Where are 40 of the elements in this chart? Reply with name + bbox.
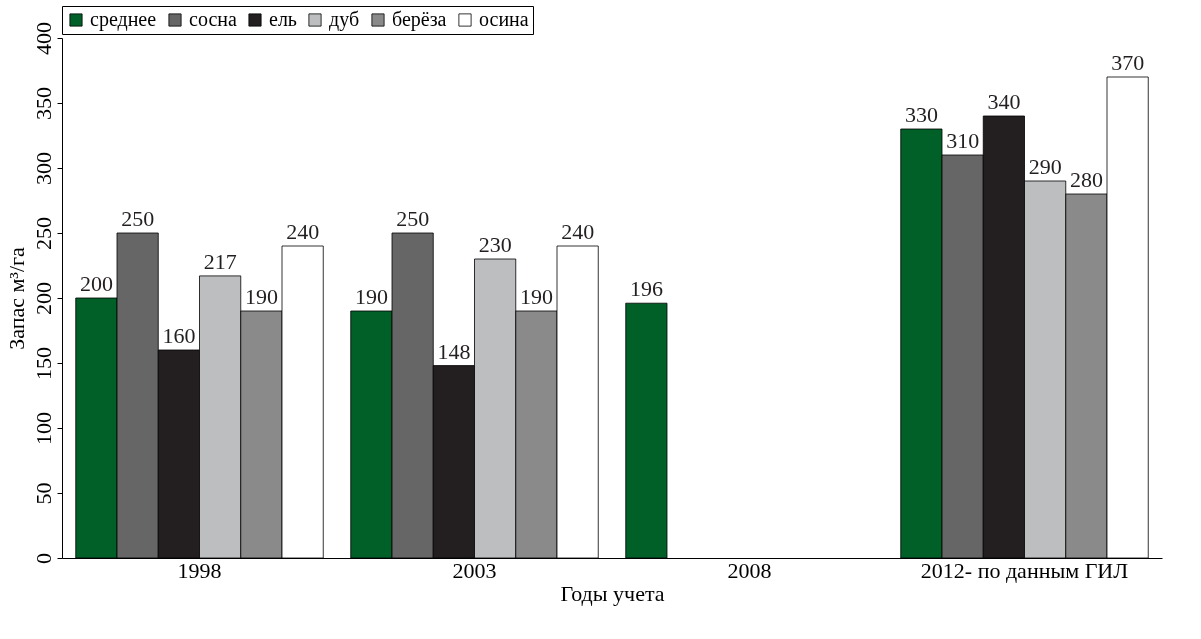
legend-label: среднее bbox=[90, 8, 157, 31]
legend-label: ель bbox=[269, 8, 297, 30]
data-label: 290 bbox=[1028, 154, 1062, 179]
data-label: 310 bbox=[946, 128, 980, 153]
legend-label: сосна bbox=[189, 8, 237, 30]
y-tick-label: 400 bbox=[30, 22, 56, 55]
data-label: 190 bbox=[244, 284, 278, 309]
data-label: 250 bbox=[396, 206, 430, 231]
y-axis-title: Запас м³/га bbox=[3, 246, 29, 350]
y-tick-label: 50 bbox=[30, 482, 56, 505]
data-label: 230 bbox=[478, 232, 512, 257]
x-tick-label: 2008 bbox=[727, 557, 772, 583]
data-label: 250 bbox=[121, 206, 155, 231]
x-tick-label: 2012- по данным ГИЛ bbox=[920, 557, 1129, 583]
y-tick-label: 150 bbox=[30, 347, 56, 380]
y-tick-label: 350 bbox=[30, 87, 56, 120]
legend-label: осина bbox=[479, 8, 529, 30]
data-label: 217 bbox=[203, 248, 237, 274]
data-label: 196 bbox=[629, 276, 663, 302]
data-label: 280 bbox=[1069, 167, 1103, 192]
legend-label: дуб bbox=[329, 8, 360, 31]
legend-label: берёза bbox=[392, 8, 447, 31]
y-tick-label: 0 bbox=[30, 553, 56, 564]
data-label: 340 bbox=[987, 89, 1021, 114]
data-label: 190 bbox=[354, 284, 388, 309]
y-tick-label: 250 bbox=[30, 217, 56, 250]
data-label: 370 bbox=[1111, 50, 1145, 75]
data-label: 240 bbox=[286, 219, 320, 244]
x-axis-title: Годы учета bbox=[560, 580, 665, 606]
y-tick-label: 100 bbox=[30, 412, 56, 445]
data-label: 240 bbox=[561, 219, 595, 244]
x-tick-label: 2003 bbox=[452, 557, 497, 583]
data-label: 148 bbox=[437, 338, 471, 364]
data-label: 330 bbox=[904, 102, 938, 127]
x-tick-label: 1998 bbox=[177, 557, 222, 583]
y-tick-label: 300 bbox=[30, 152, 56, 185]
y-tick-label: 200 bbox=[30, 282, 56, 315]
data-label: 190 bbox=[519, 284, 553, 309]
data-label: 200 bbox=[79, 271, 113, 296]
data-label: 160 bbox=[162, 323, 196, 348]
